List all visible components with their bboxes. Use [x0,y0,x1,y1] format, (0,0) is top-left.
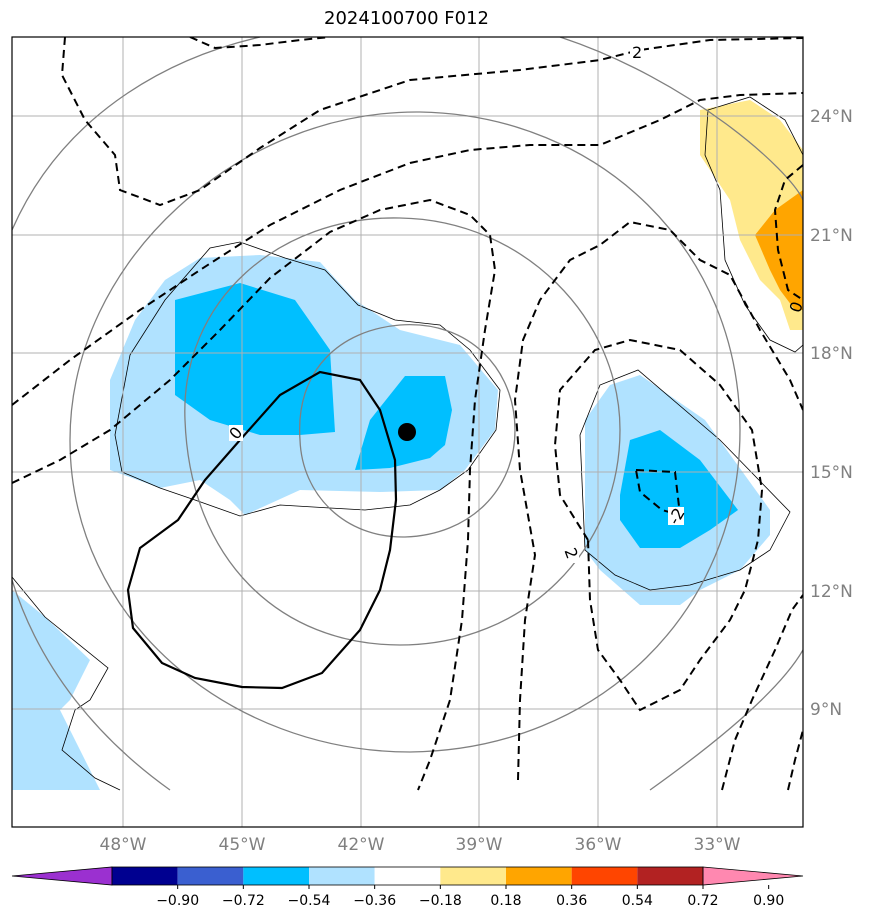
colorbar-segment [243,867,309,885]
colorbar-tick-label: 0.36 [556,893,587,909]
colorbar-tick-label: −0.36 [353,893,396,909]
lon-tick-label: 33°W [694,835,741,855]
colorbar-segment [440,867,506,885]
shade-deep-blue-central-west [175,283,335,435]
colorbar-tick-label: −0.90 [156,893,199,909]
lon-tick-label: 36°W [575,835,622,855]
lat-tick-label: 15°N [810,463,853,483]
storm-center-marker [398,423,416,441]
lat-tick-label: 12°N [810,582,853,602]
colorbar-segment [637,867,703,885]
contour-labels: 2 0 0 2 -2 [225,43,806,563]
colorbar-segment [309,867,375,885]
lon-tick-labels: 48°W 45°W 42°W 39°W 36°W 33°W [100,835,741,855]
zero-contour-solid [126,370,398,690]
colorbar-tick-label: −0.54 [288,893,331,909]
lon-tick-label: 39°W [456,835,503,855]
lon-tick-label: 45°W [219,835,266,855]
colorbar-tick-label: 0.72 [687,893,718,909]
colorbar-tick-label: 0.54 [622,893,653,909]
map-title: 2024100700 F012 [324,8,489,29]
colorbar-segment [177,867,244,885]
gridlines [12,37,803,827]
shade-deep-blue-east [620,430,738,548]
lat-tick-label: 21°N [810,226,853,246]
contour-label: 0 [785,299,806,315]
lat-tick-labels: 24°N 21°N 18°N 15°N 12°N 9°N [810,107,853,720]
lat-tick-label: 18°N [810,344,853,364]
shade-deep-blue-central-east [355,376,452,470]
map-frame [11,36,804,828]
shaded-regions [12,100,803,790]
gray-contours [12,37,803,791]
lon-tick-label: 48°W [100,835,147,855]
map-plot-area: 2 0 0 2 -2 [12,37,806,827]
colorbar: −0.90 −0.72 −0.54 −0.36 −0.18 0.18 0.36 0.54 0.7… [11,866,804,909]
colorbar-segment [374,867,441,885]
colorbar-segment [506,867,572,885]
shade-light-blue-west [12,590,100,790]
lon-tick-label: 42°W [338,835,385,855]
shade-outlines [12,96,803,791]
colorbar-segment [571,867,638,885]
lat-tick-label: 24°N [810,107,853,127]
colorbar-tick-label: 0.90 [753,893,784,909]
colorbar-tick-label: −0.72 [222,893,265,909]
lat-tick-label: 9°N [810,700,842,720]
colorbar-frame [111,866,704,886]
colorbar-extend-high [702,866,804,886]
colorbar-tick-label: 0.18 [490,893,521,909]
contour-label: 2 [632,43,642,62]
colorbar-tick-label: −0.18 [419,893,462,909]
dashed-contours [12,37,803,791]
colorbar-segment [112,867,178,885]
colorbar-extend-low [11,866,113,886]
